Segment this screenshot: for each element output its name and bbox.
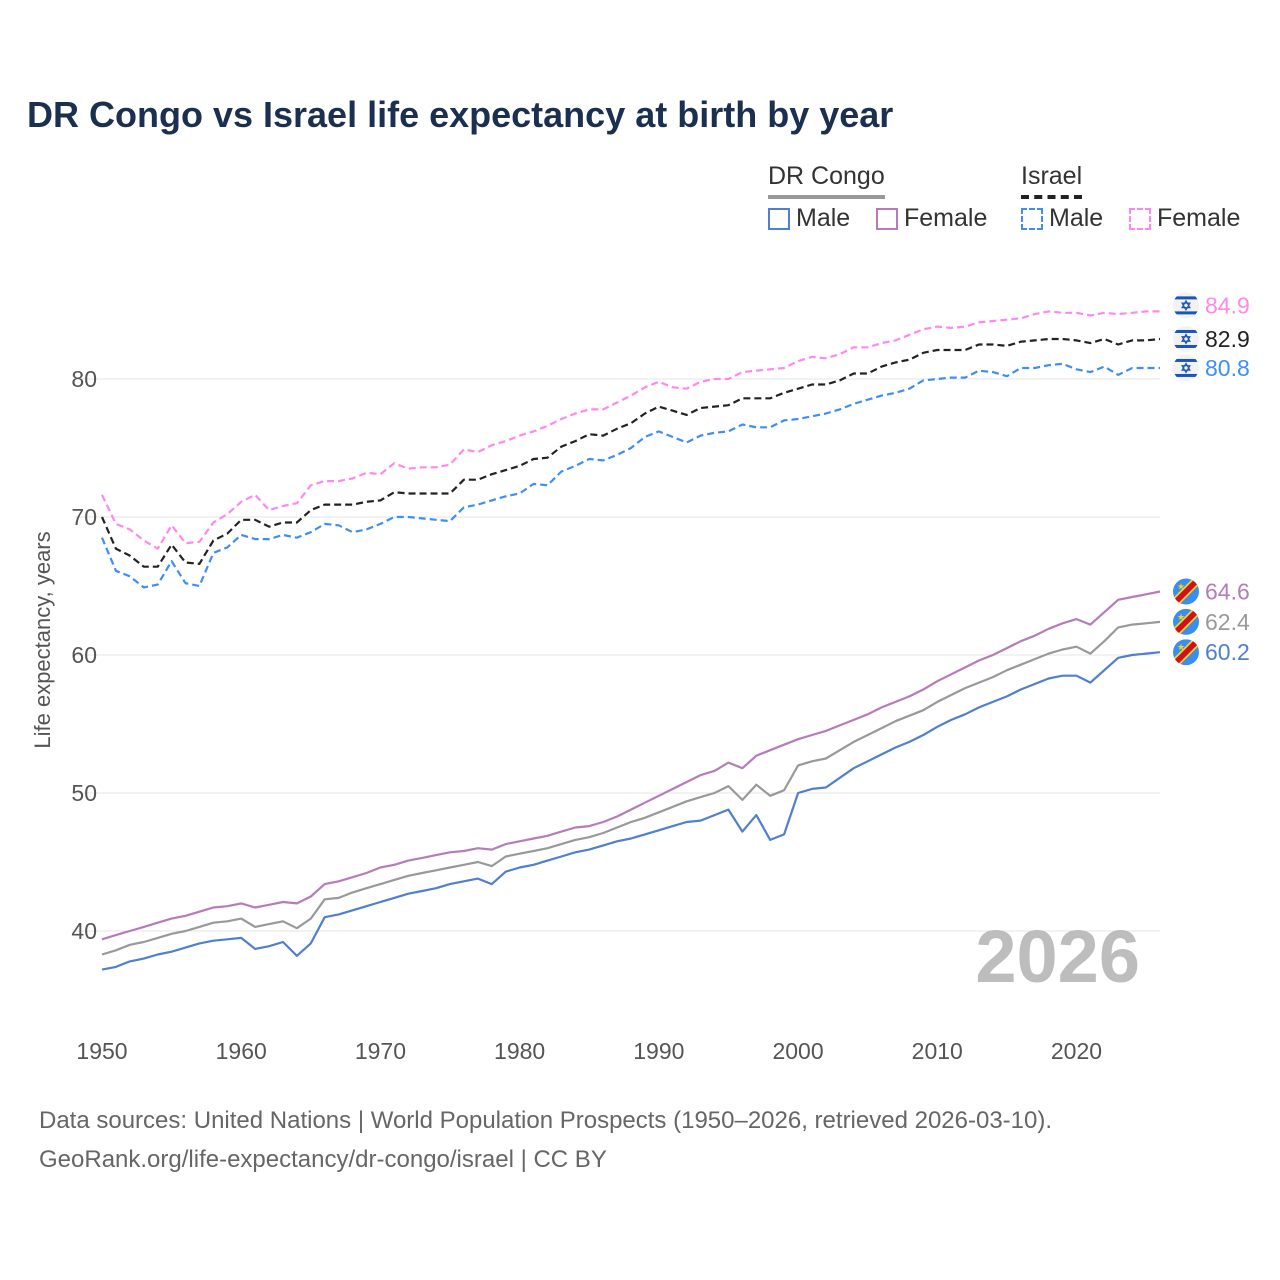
flag-field <box>1173 292 1199 319</box>
israel-flag-icon <box>1173 292 1199 319</box>
end-value-label: 80.8 <box>1205 355 1250 381</box>
flag-stripe <box>1173 344 1199 348</box>
x-tick-label: 1950 <box>76 1038 127 1064</box>
y-tick-label: 40 <box>71 918 97 944</box>
legend-israel-male[interactable]: Male <box>1021 204 1103 233</box>
x-tick-label: 1960 <box>216 1038 267 1064</box>
footer-sources: Data sources: United Nations | World Pop… <box>39 1107 1053 1134</box>
legend-israel-female[interactable]: Female <box>1129 204 1240 233</box>
x-tick-label: 1980 <box>494 1038 545 1064</box>
flag-stripe <box>1173 296 1199 300</box>
y-tick-label: 50 <box>71 780 97 806</box>
drc-flag-icon: ★ <box>1173 578 1199 605</box>
x-tick-label: 2010 <box>912 1038 963 1064</box>
flag-stripe <box>1173 329 1199 333</box>
x-tick-label: 1990 <box>633 1038 684 1064</box>
star-icon: ★ <box>1177 582 1185 592</box>
y-tick-label: 70 <box>71 504 97 530</box>
legend-swatch <box>1129 207 1151 230</box>
star-of-david-icon <box>1181 299 1191 312</box>
x-tick-label: 2000 <box>772 1038 823 1064</box>
flag-stripe <box>1173 358 1199 362</box>
israel-flag-icon <box>1173 325 1199 352</box>
star-of-david-icon <box>1181 362 1191 374</box>
legend-group-drc: DR Congo <box>768 162 885 199</box>
legend-label: Male <box>796 204 851 232</box>
israel-flag-icon <box>1173 354 1199 381</box>
legend-swatch <box>1021 207 1043 230</box>
end-value-label: 64.6 <box>1205 579 1250 605</box>
y-axis-label: Life expectancy, years <box>30 531 55 748</box>
legend-group-israel: Israel <box>1021 162 1083 199</box>
x-tick-label: 2020 <box>1051 1038 1102 1064</box>
star-of-david-icon <box>1181 333 1191 345</box>
drc-flag-icon: ★ <box>1173 639 1199 666</box>
series-line-dr-congo-male[interactable] <box>101 651 1161 971</box>
y-tick-label: 80 <box>71 366 97 392</box>
legend-label: Male <box>1049 204 1104 232</box>
end-value-label: 62.4 <box>1205 609 1250 635</box>
drc-flag-icon: ★ <box>1173 608 1199 635</box>
star-icon: ★ <box>1177 612 1185 622</box>
y-tick-label: 60 <box>71 642 97 668</box>
legend-swatch <box>876 207 898 230</box>
legend-swatch <box>768 207 790 230</box>
legend-label: Female <box>1157 204 1241 232</box>
flag-field <box>1173 325 1199 352</box>
series-line-israel-female[interactable] <box>101 310 1160 550</box>
series-line-israel-male[interactable] <box>100 362 1160 589</box>
flag-stripe <box>1173 311 1199 315</box>
legend-label: Female <box>904 204 988 232</box>
x-tick-label: 1970 <box>355 1038 406 1064</box>
legend-drc-male[interactable]: Male <box>768 204 850 233</box>
star-icon: ★ <box>1177 642 1185 652</box>
series-line-dr-congo-female[interactable] <box>101 590 1161 941</box>
chart-title: DR Congo vs Israel life expectancy at bi… <box>27 94 894 135</box>
series-line-israel-total[interactable] <box>100 337 1161 568</box>
footer-link[interactable]: GeoRank.org/life-expectancy/dr-congo/isr… <box>39 1146 607 1173</box>
year-watermark: 2026 <box>975 915 1140 998</box>
flag-field <box>1173 354 1199 381</box>
flag-stripe <box>1173 373 1199 377</box>
legend-drc-female[interactable]: Female <box>876 204 987 233</box>
end-value-label: 84.9 <box>1205 292 1250 318</box>
end-value-label: 82.9 <box>1205 326 1250 352</box>
series-line-dr-congo-total[interactable] <box>101 620 1161 956</box>
end-value-label: 60.2 <box>1205 639 1250 665</box>
